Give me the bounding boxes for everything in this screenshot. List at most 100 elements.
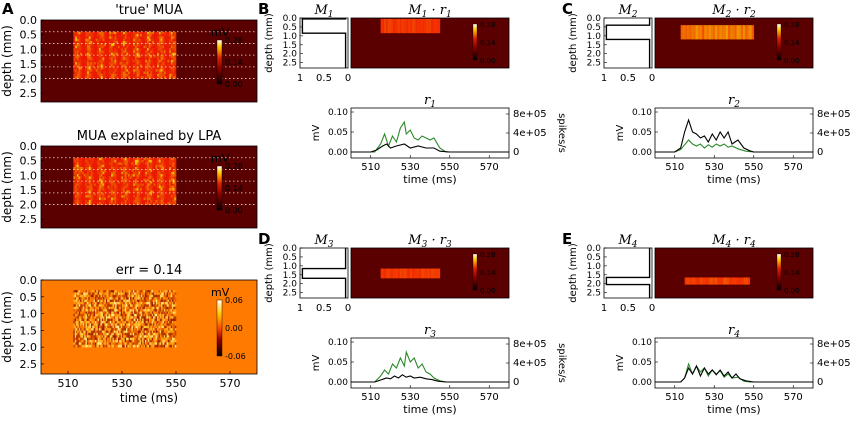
heatmap-cell [122,55,125,58]
heatmap-cell [161,323,163,327]
heatmap-cell [142,306,144,310]
heatmap-cell [95,59,98,63]
heatmap-cell [86,325,89,329]
heatmap-cell [138,71,141,75]
heatmap-cell [102,45,105,49]
heatmap-cell [141,178,144,182]
heatmap-cell [155,311,158,315]
heatmap-cell [134,160,137,163]
heatmap-cell [97,66,100,70]
heatmap-cell [158,301,161,305]
heatmap-cell [136,36,139,40]
heatmap-cell [119,185,122,189]
heatmap-cell [80,69,83,72]
heatmap-cell [109,160,112,163]
heatmap-cell [90,306,93,310]
heatmap-cell [122,71,125,75]
heatmap-cell [724,277,728,285]
heatmap-cell [145,34,148,37]
heatmap-cell [92,169,95,173]
heatmap-cell [107,202,110,205]
heatmap-cell [117,174,120,177]
heatmap-cell [107,50,110,54]
y-axis-label: depth (mm) [568,243,579,303]
heatmap-cell [78,337,81,341]
heatmap-cell [116,43,119,47]
heatmap-cell [105,157,108,161]
heatmap-cell [87,197,90,201]
heatmap-cell [167,316,170,319]
heatmap-cell [150,309,152,312]
heatmap-cell [140,197,143,201]
heatmap-cell [82,344,85,348]
heatmap-cell [153,344,155,348]
colorbar-label: mV [211,26,230,39]
heatmap-cell [84,292,86,296]
heatmap-cell [140,202,143,205]
heatmap-cell [87,55,90,58]
heatmap-cell [115,323,117,327]
heatmap-cell [80,183,83,187]
heatmap-cell [97,59,100,63]
heatmap-cell [167,332,170,336]
heatmap-cell [150,299,152,303]
y-tick-label: 2.0 [20,341,38,354]
heatmap-cell [169,160,172,163]
heatmap-cell [122,188,125,191]
heatmap-cell [164,169,167,173]
heatmap-cell [162,178,165,182]
heatmap-cell [143,306,146,310]
heatmap-cell [95,185,98,189]
heatmap-cell [169,290,171,293]
heatmap-cell [122,31,125,35]
heatmap-cell [170,304,173,308]
heatmap-cell [107,342,109,346]
heatmap-cell [153,31,156,35]
heatmap-cell [136,31,139,35]
heatmap-cell [413,18,416,34]
heatmap-cell [174,69,177,72]
heatmap-cell [131,304,134,308]
heatmap-cell [167,169,170,173]
heatmap-cell [87,59,90,63]
heatmap-cell [80,59,83,63]
heatmap-cell [167,199,170,203]
heatmap-cell [174,157,177,161]
heatmap-cell [162,36,165,40]
heatmap-cell [103,292,105,296]
heatmap-cell [389,268,392,279]
heatmap-cell [121,197,124,201]
heatmap-cell [124,335,127,338]
heatmap-cell [155,323,158,327]
heatmap-cell [152,71,155,75]
heatmap-cell [155,190,158,194]
heatmap-cell [127,301,130,305]
heatmap-cell [84,316,86,319]
heatmap-cell [128,66,131,70]
heatmap-cell [133,41,136,44]
heatmap-cell [81,55,84,58]
heatmap-cell [92,332,94,336]
heatmap-cell [146,190,149,194]
heatmap-cell [99,332,101,336]
heatmap-cell [174,294,177,298]
heatmap-cell [104,311,107,315]
heatmap-cell [153,323,155,327]
heatmap-cell [131,202,134,205]
heatmap-cell [101,323,104,327]
heatmap-cell [88,69,91,72]
y-tick-label: 1.5 [587,271,601,281]
heatmap-cell [73,164,76,168]
heatmap-cell [73,337,76,341]
heatmap-cell [109,73,112,77]
heatmap-cell [135,290,138,293]
heatmap-cell [143,188,146,191]
heatmap-cell [121,41,124,44]
heatmap-cell [157,290,159,293]
heatmap-cell [80,34,83,37]
heatmap-cell [146,176,149,180]
heatmap-cell [169,292,171,296]
heatmap-cell [136,306,139,310]
heatmap-cell [126,320,128,324]
heatmap-cell [84,335,86,338]
